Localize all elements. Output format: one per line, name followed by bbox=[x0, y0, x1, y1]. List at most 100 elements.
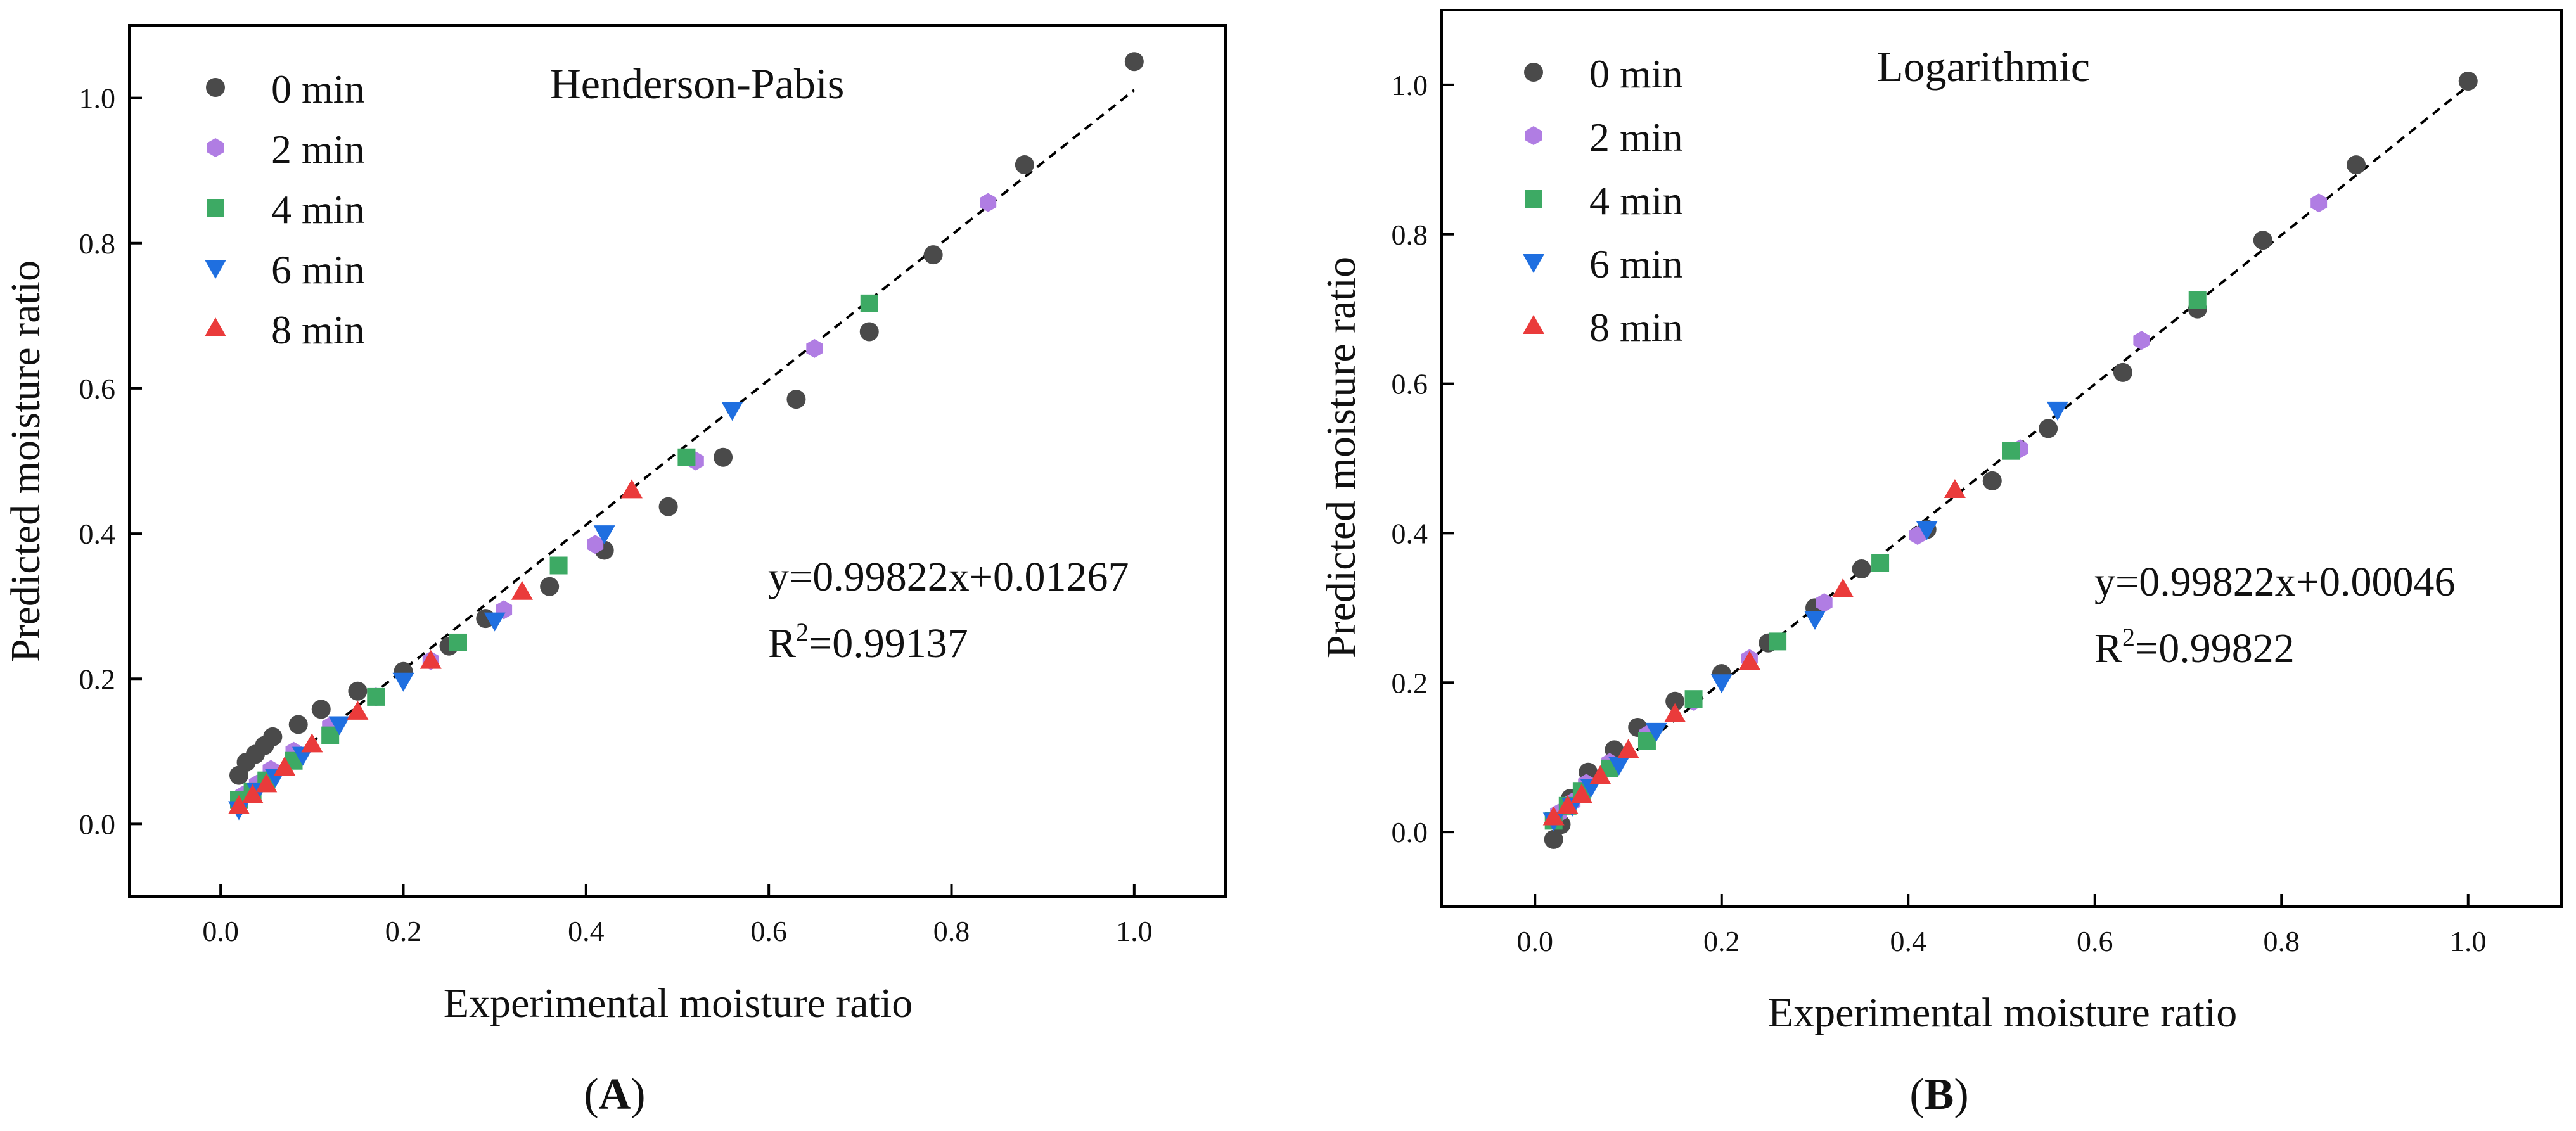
y-tick-label-a-0-8: 0.8 bbox=[79, 227, 116, 260]
point-a-8-min-8 bbox=[228, 795, 250, 814]
point-a-8-min-2 bbox=[420, 649, 442, 669]
legend-label-b-0-min: 0 min bbox=[1589, 51, 1683, 96]
point-b-0-min-4 bbox=[2113, 362, 2132, 382]
point-a-0-min-2 bbox=[923, 245, 943, 265]
fit-equation-b: y=0.99822x+0.00046 bbox=[2094, 559, 2455, 605]
point-a-6-min-1 bbox=[593, 525, 615, 545]
point-a-4-min-4 bbox=[367, 687, 385, 706]
legend-marker-a-2-min bbox=[207, 138, 224, 157]
point-a-0-min-19 bbox=[229, 765, 248, 785]
y-tick-label-a-1-0: 1.0 bbox=[79, 82, 116, 115]
point-b-8-min-7 bbox=[1556, 795, 1579, 814]
point-b-6-min-1 bbox=[1916, 521, 1938, 540]
point-b-6-min-5 bbox=[1608, 756, 1630, 776]
panel-label-b-open: ( bbox=[1909, 1070, 1924, 1119]
plot-frame-a bbox=[128, 24, 1227, 898]
legend-marker-b-6-min bbox=[1523, 254, 1544, 273]
y-tick-label-a-0-2: 0.2 bbox=[79, 663, 116, 695]
point-a-0-min-3 bbox=[859, 322, 879, 342]
point-a-0-min-6 bbox=[658, 497, 678, 516]
legend-marker-b-0-min bbox=[1524, 63, 1543, 82]
point-a-6-min-3 bbox=[392, 672, 414, 692]
point-a-2-min-0 bbox=[980, 193, 997, 212]
r-squared-superscript-a: 2 bbox=[796, 618, 809, 646]
y-tick-label-b-0-0: 0.0 bbox=[1392, 816, 1428, 848]
x-tick-label-a-0-4: 0.4 bbox=[568, 915, 605, 947]
r-squared-superscript-b: 2 bbox=[2122, 623, 2135, 651]
point-b-8-min-2 bbox=[1738, 651, 1760, 670]
x-axis-label-a: Experimental moisture ratio bbox=[444, 980, 913, 1026]
points-a bbox=[228, 52, 1144, 821]
point-b-0-min-0 bbox=[2458, 72, 2478, 91]
x-tick-label-b-0-6: 0.6 bbox=[2077, 925, 2113, 957]
point-b-8-min-8 bbox=[1542, 806, 1565, 826]
point-a-0-min-5 bbox=[714, 447, 733, 467]
legend-label-a-2-min: 2 min bbox=[271, 127, 365, 172]
x-tick-label-a-0-8: 0.8 bbox=[933, 915, 970, 947]
panel-b: 0.0 0.2 0.4 0.6 0.8 1.0 0.0 0.2 0.4 0.6 0.8 1.0 Exp… bbox=[1318, 9, 2563, 1119]
fit-line-a bbox=[238, 89, 1136, 802]
point-b-0-min-12 bbox=[1665, 691, 1685, 711]
point-b-8-min-5 bbox=[1589, 765, 1612, 784]
point-b-8-min-3 bbox=[1664, 703, 1686, 722]
point-b-8-min-1 bbox=[1832, 578, 1854, 597]
point-b-6-min-4 bbox=[1645, 722, 1667, 742]
point-a-0-min-14 bbox=[288, 715, 308, 734]
point-b-6-min-2 bbox=[1804, 611, 1826, 630]
point-b-8-min-4 bbox=[1617, 739, 1639, 758]
legend-marker-b-8-min bbox=[1523, 315, 1544, 334]
legend-label-a-4-min: 4 min bbox=[271, 187, 365, 232]
point-b-2-min-0 bbox=[2310, 193, 2328, 213]
point-b-6-min-3 bbox=[1710, 674, 1733, 694]
x-tick-label-b-0-0: 0.0 bbox=[1517, 925, 1554, 957]
y-tick-label-b-0-8: 0.8 bbox=[1392, 219, 1428, 251]
point-a-8-min-0 bbox=[620, 479, 643, 499]
point-a-0-min-13 bbox=[311, 700, 331, 719]
y-tick-label-a-0-6: 0.6 bbox=[79, 373, 116, 405]
legend-label-b-6-min: 6 min bbox=[1589, 241, 1683, 286]
fit-equation-a: y=0.99822x+0.01267 bbox=[768, 554, 1129, 600]
y-axis-label-a: Predicted moisture ratio bbox=[3, 260, 49, 662]
r-squared-symbol-b: R bbox=[2094, 625, 2122, 672]
y-tick-label-a-0-0: 0.0 bbox=[79, 808, 116, 840]
point-b-4-min-0 bbox=[2188, 291, 2207, 309]
point-b-6-min-0 bbox=[2046, 401, 2068, 421]
y-tick-label-a-0-4: 0.4 bbox=[79, 518, 116, 550]
legend-marker-a-4-min bbox=[207, 199, 224, 217]
r-squared-a: R2=0.99137 bbox=[768, 618, 968, 667]
legend-marker-b-4-min bbox=[1525, 190, 1542, 208]
y-tick-label-b-0-4: 0.4 bbox=[1392, 517, 1428, 549]
point-b-4-min-4 bbox=[1684, 690, 1703, 708]
chart-title-b: Logarithmic bbox=[1877, 42, 2090, 91]
panel-label-a: (A) bbox=[584, 1070, 645, 1119]
x-tick-label-b-0-4: 0.4 bbox=[1890, 925, 1927, 957]
y-tick-label-b-0-6: 0.6 bbox=[1392, 368, 1428, 400]
panel-label-a-letter: A bbox=[599, 1070, 631, 1119]
r-squared-value-a: =0.99137 bbox=[809, 620, 968, 667]
legend-b: 0 min 2 min 4 min 6 min 8 min bbox=[1523, 51, 1683, 350]
legend-label-b-8-min: 8 min bbox=[1589, 305, 1683, 350]
point-b-8-min-0 bbox=[1944, 479, 1966, 499]
x-tick-label-b-1-0: 1.0 bbox=[2450, 925, 2487, 957]
point-a-0-min-0 bbox=[1124, 52, 1144, 72]
point-b-4-min-2 bbox=[1871, 554, 1890, 572]
points-b bbox=[1542, 72, 2478, 849]
r-squared-value-b: =0.99822 bbox=[2135, 625, 2295, 672]
point-a-0-min-1 bbox=[1015, 155, 1034, 174]
legend-label-a-8-min: 8 min bbox=[271, 307, 365, 352]
point-a-6-min-2 bbox=[484, 612, 506, 632]
x-tick-label-a-0-6: 0.6 bbox=[750, 915, 787, 947]
point-a-0-min-12 bbox=[348, 681, 368, 701]
point-b-0-min-5 bbox=[2039, 419, 2058, 438]
panel-a: 0.0 0.2 0.4 0.6 0.8 1.0 0.0 0.2 0.4 0.6 0.8 1.0 Exp… bbox=[3, 24, 1227, 1119]
point-a-8-min-3 bbox=[347, 700, 369, 720]
point-a-4-min-3 bbox=[449, 633, 467, 651]
panel-label-b-letter: B bbox=[1925, 1070, 1954, 1119]
fit-line-group-a bbox=[238, 89, 1136, 802]
point-b-8-min-6 bbox=[1570, 784, 1592, 803]
point-b-0-min-1 bbox=[2347, 155, 2366, 175]
legend-marker-b-2-min bbox=[1525, 126, 1542, 145]
point-b-0-min-18 bbox=[1544, 829, 1563, 849]
point-a-8-min-4 bbox=[301, 733, 323, 753]
